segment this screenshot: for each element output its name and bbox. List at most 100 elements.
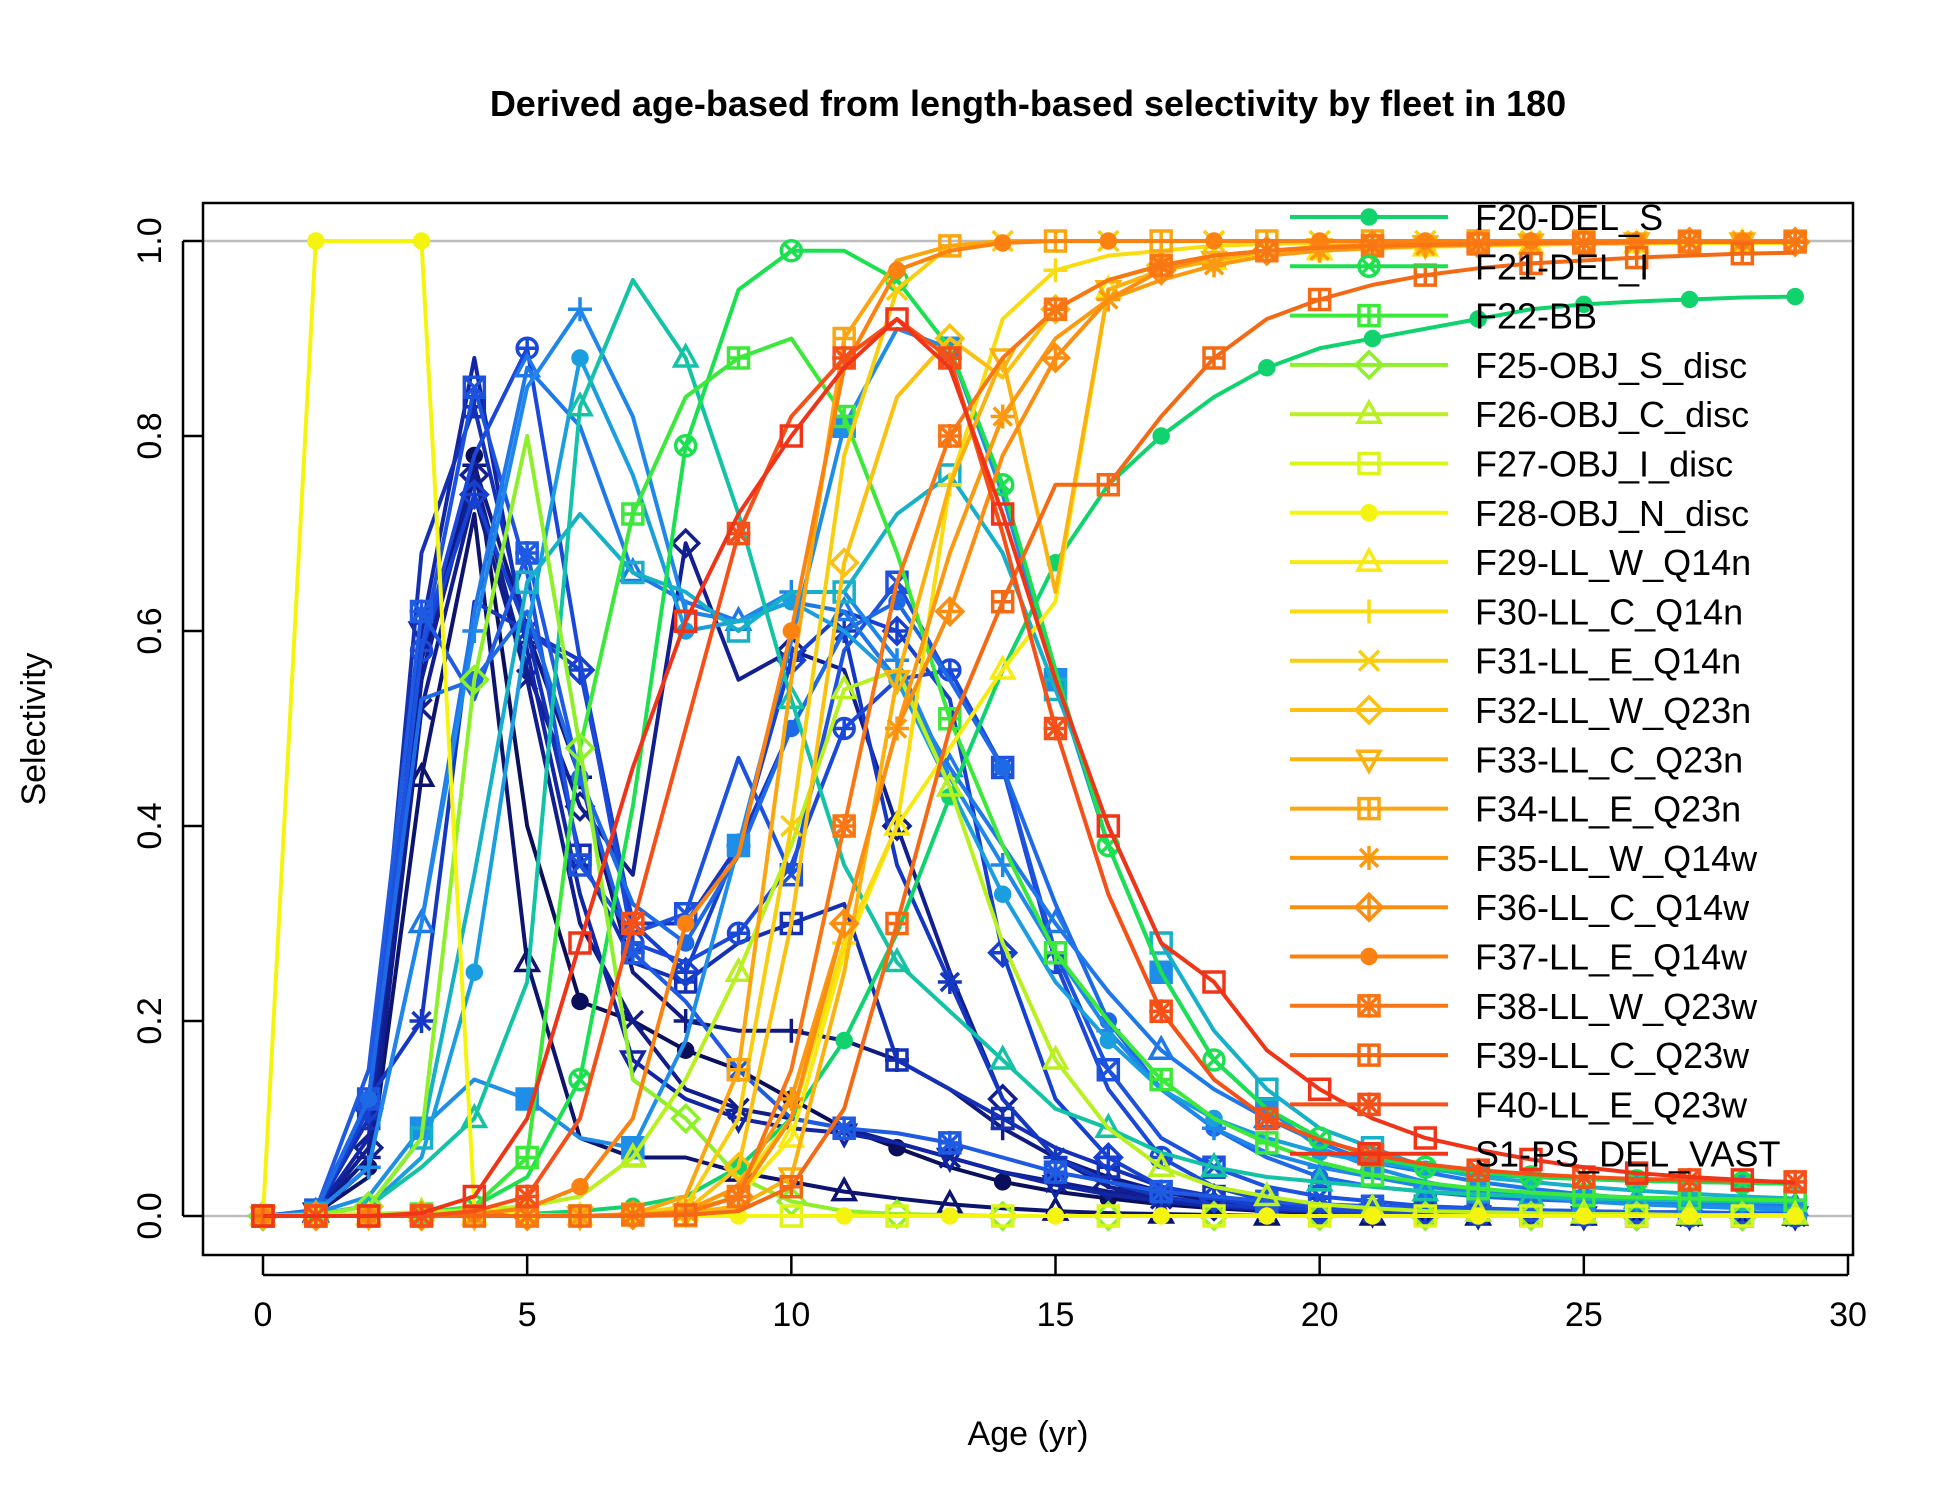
data-point-F20-DEL_S-25	[1575, 295, 1593, 314]
data-point-F19-DEL_NS-22	[1411, 1175, 1440, 1202]
data-point-S1-PS_DEL_VAST-6	[568, 931, 592, 955]
data-point-F40-LL_E_Q23w-15	[1043, 716, 1068, 741]
legend-swatch-marker	[1360, 208, 1378, 226]
data-point-F28-OBJ_N_disc-19	[1258, 1207, 1276, 1225]
data-point-F20-DEL_S-27	[1680, 290, 1699, 309]
data-point-F20-DEL_S-19	[1258, 359, 1276, 377]
legend-swatch-marker	[1353, 349, 1385, 381]
legend-entry-F21-DEL_I: F21-DEL_I	[1290, 246, 1649, 287]
data-point-F22-BB-5	[515, 1145, 539, 1170]
data-point-F20-DEL_S-23	[1469, 310, 1487, 328]
data-point-F19-DEL_NS-14	[988, 1044, 1017, 1070]
data-point-F38-LL_W_Q23w-21	[1360, 233, 1385, 258]
data-point-F14-BB_N-17	[1147, 1034, 1176, 1060]
y-axis-label: Selectivity	[15, 652, 53, 805]
legend-label: F30-LL_C_Q14n	[1475, 591, 1743, 632]
data-point-F14-BB_N-15	[1041, 907, 1070, 934]
data-point-F22-BB-7	[621, 502, 645, 526]
legend-swatch-marker	[1357, 796, 1381, 821]
data-point-F20-DEL_S-11	[835, 1031, 853, 1050]
data-point-F20-DEL_S-17	[1152, 427, 1170, 445]
data-point-F39-LL_C_Q23w-10	[779, 1175, 804, 1199]
y-tick-label-5: 1.0	[131, 217, 169, 264]
plot-layer	[203, 226, 1853, 1232]
data-point-F12-BB_C-17	[1149, 1179, 1174, 1204]
data-point-F37-LL_E_Q14w-8	[676, 914, 695, 933]
data-point-S1-PS_DEL_VAST-16	[1096, 814, 1121, 838]
legend-entry-F32-LL_W_Q23n: F32-LL_W_Q23n	[1290, 690, 1751, 731]
data-point-F22-BB-19	[1255, 1131, 1279, 1155]
legend-swatch-marker	[1355, 749, 1383, 775]
data-point-F10-PS_FS_NS-11	[832, 716, 856, 741]
legend-swatch-marker	[1357, 599, 1381, 624]
data-point-S1-PS_DEL_VAST-10	[779, 424, 804, 448]
data-point-F18-DEL_N-19	[1255, 1077, 1279, 1101]
plot-frame	[201, 201, 1855, 1257]
data-point-F12-BB_C-5	[515, 541, 540, 565]
data-point-F17-DEL_I-4	[465, 963, 484, 981]
data-point-F19-DEL_NS-16	[1094, 1112, 1123, 1138]
data-point-F22-BB-17	[1149, 1067, 1173, 1092]
x-tick-label-5: 25	[1565, 1296, 1603, 1334]
data-point-F39-LL_C_Q23w-24	[1519, 251, 1543, 276]
legend-label: F21-DEL_I	[1475, 246, 1649, 287]
data-point-F38-LL_W_Q23w-27	[1677, 229, 1702, 254]
data-point-F39-LL_C_Q23w-28	[1730, 241, 1755, 266]
data-point-F28-OBJ_N_disc-25	[1575, 1207, 1593, 1225]
data-point-F40-LL_E_Q23w-3	[409, 1204, 434, 1228]
data-point-F28-OBJ_N_disc-27	[1680, 1207, 1699, 1225]
data-point-F22-BB-9	[726, 346, 751, 370]
x-tick-label-1: 5	[518, 1296, 537, 1334]
data-point-F8-PS_FS_I-13	[937, 970, 962, 994]
legend-swatch-marker	[1353, 694, 1385, 726]
legend-entry-F38-LL_W_Q23w: F38-LL_W_Q23w	[1290, 986, 1758, 1027]
legend-label: F38-LL_W_Q23w	[1475, 986, 1758, 1027]
data-point-F12-BB_C-3	[409, 599, 434, 624]
legend-entry-F33-LL_C_Q23n: F33-LL_C_Q23n	[1290, 739, 1743, 780]
data-point-F40-LL_E_Q23w-5	[515, 1184, 540, 1209]
data-point-F38-LL_W_Q23w-17	[1149, 253, 1174, 278]
data-point-F17-DEL_I-6	[571, 349, 589, 367]
legend-entry-F30-LL_C_Q14n: F30-LL_C_Q14n	[1290, 591, 1743, 632]
legend-label: F31-LL_E_Q14n	[1475, 641, 1741, 682]
data-point-F21-DEL_I-18	[1202, 1048, 1226, 1072]
data-point-F2-PS_ASS_C-3	[407, 761, 436, 787]
data-point-F17-DEL_I-14	[993, 885, 1012, 903]
data-point-F19-DEL_NS-18	[1200, 1151, 1228, 1177]
data-point-F39-LL_C_Q23w-18	[1202, 346, 1226, 370]
legend-entry-F25-OBJ_S_disc: F25-OBJ_S_disc	[1290, 345, 1747, 386]
data-point-F28-OBJ_N_disc-21	[1363, 1207, 1382, 1225]
data-point-F38-LL_W_Q23w-15	[1043, 297, 1068, 322]
data-point-S1-PS_DEL_VAST-4	[462, 1184, 487, 1209]
data-point-F39-LL_C_Q23w-16	[1096, 473, 1121, 497]
data-point-S1-PS_DEL_VAST-18	[1202, 970, 1226, 994]
legend-entry-F20-DEL_S: F20-DEL_S	[1290, 197, 1663, 238]
data-point-F28-OBJ_N_disc-11	[835, 1207, 853, 1225]
legend-label: F35-LL_W_Q14w	[1475, 838, 1758, 879]
data-point-F35-LL_W_Q14w-14	[990, 404, 1015, 429]
legend-label: F39-LL_C_Q23w	[1475, 1035, 1750, 1076]
data-point-F15-BB_NS-4	[462, 619, 487, 643]
legend-swatch-marker	[1357, 303, 1381, 328]
data-point-F26-OBJ_C_disc-11	[830, 673, 859, 700]
legend-label: F37-LL_E_Q14w	[1475, 937, 1748, 978]
data-point-F12-BB_C-15	[1043, 1160, 1068, 1185]
x-tick-label-0: 0	[254, 1296, 273, 1334]
data-point-F26-OBJ_C_disc-17	[1147, 1151, 1176, 1177]
legend-entry-F40-LL_E_Q23w: F40-LL_E_Q23w	[1290, 1084, 1748, 1125]
legend-entry-F39-LL_C_Q23w: F39-LL_C_Q23w	[1290, 1035, 1750, 1076]
data-point-F19-DEL_NS-10	[777, 683, 806, 709]
legend-swatch-marker	[1357, 845, 1381, 870]
data-point-F13-BB_I-14	[993, 758, 1012, 777]
data-point-F21-DEL_I-10	[779, 239, 804, 263]
data-point-F8-PS_FS_I-3	[409, 1009, 434, 1033]
axes-layer: 0 5 10 15 20 25 30 0.0 0.2 0.4 0.6 0.8 1.0	[131, 217, 1867, 1334]
data-point-F37-LL_E_Q14w-6	[571, 1178, 589, 1196]
data-point-F30-LL_C_Q14n-15	[1043, 258, 1068, 283]
legend-label: F29-LL_W_Q14n	[1475, 542, 1751, 583]
data-point-F25-OBJ_S_disc-8	[670, 1103, 702, 1134]
legend-label: F34-LL_E_Q23n	[1475, 789, 1741, 830]
x-tick-label-2: 10	[772, 1296, 810, 1334]
data-point-F3-PS_ASS_I-8	[673, 1009, 698, 1033]
data-point-F26-OBJ_C_disc-7	[618, 1141, 647, 1168]
